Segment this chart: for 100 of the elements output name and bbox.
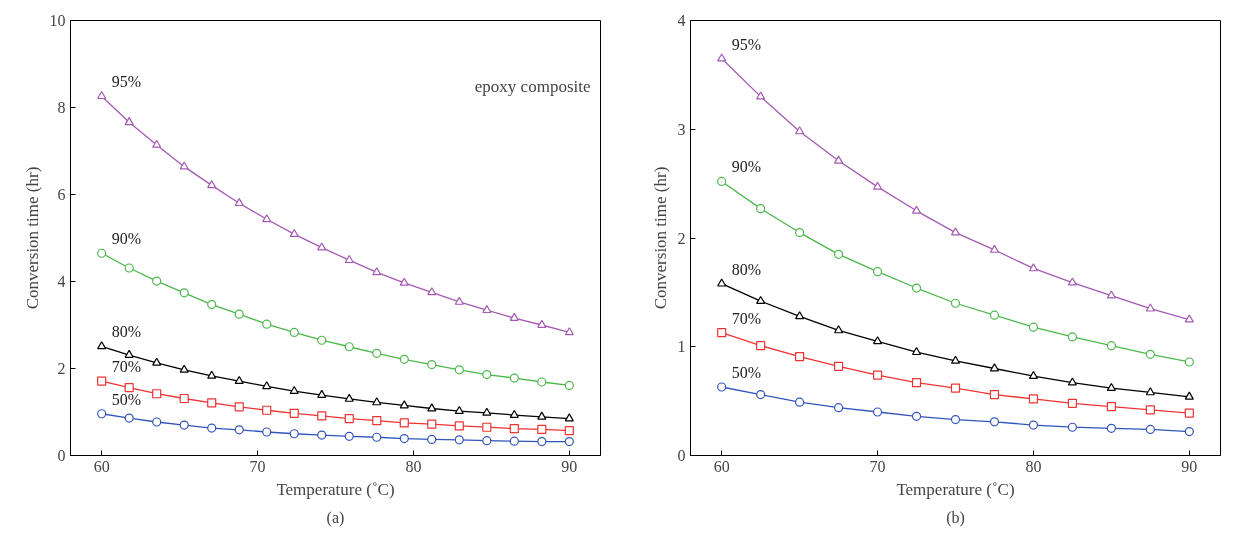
point bbox=[537, 319, 547, 328]
point bbox=[207, 423, 217, 433]
point bbox=[152, 276, 162, 286]
point bbox=[950, 298, 961, 308]
point bbox=[1067, 332, 1078, 342]
x-tick-label: 60 bbox=[93, 457, 110, 475]
point bbox=[317, 389, 327, 398]
point bbox=[1184, 426, 1194, 437]
point bbox=[399, 400, 409, 409]
point bbox=[564, 426, 574, 436]
point bbox=[717, 278, 727, 287]
y-tick-label: 4 bbox=[677, 12, 686, 29]
point bbox=[234, 197, 244, 207]
point bbox=[833, 325, 844, 334]
point bbox=[1106, 382, 1116, 391]
point bbox=[317, 335, 327, 345]
point bbox=[872, 370, 883, 380]
point bbox=[179, 161, 189, 170]
point bbox=[399, 418, 409, 428]
y-axis-title: Conversion time (hr) bbox=[650, 166, 670, 310]
series-label: 80% bbox=[731, 260, 761, 278]
point bbox=[372, 348, 382, 358]
point bbox=[756, 390, 766, 400]
point bbox=[372, 267, 382, 276]
x-tick-label: 90 bbox=[561, 457, 578, 475]
point bbox=[833, 155, 844, 164]
x-tick-label: 70 bbox=[869, 457, 886, 475]
series-label: 70% bbox=[731, 309, 761, 327]
y-tick-label: 3 bbox=[677, 120, 686, 138]
y-tick-label: 10 bbox=[49, 12, 66, 29]
series-label: 90% bbox=[731, 158, 761, 176]
point bbox=[317, 242, 327, 251]
point bbox=[795, 351, 805, 362]
point bbox=[1145, 387, 1155, 396]
point bbox=[950, 383, 961, 393]
y-tick-label: 4 bbox=[57, 273, 66, 290]
point bbox=[454, 405, 464, 415]
point bbox=[344, 254, 354, 264]
point bbox=[372, 416, 382, 426]
point bbox=[234, 402, 244, 412]
x-tick-label: 80 bbox=[405, 457, 422, 475]
point bbox=[97, 409, 107, 419]
point bbox=[1145, 303, 1155, 312]
point bbox=[795, 397, 805, 407]
point bbox=[717, 176, 727, 187]
x-tick-label: 90 bbox=[1181, 457, 1198, 475]
point bbox=[97, 248, 107, 258]
point bbox=[795, 126, 805, 135]
series-label: 50% bbox=[111, 390, 141, 408]
point bbox=[262, 214, 272, 223]
y-tick-label: 1 bbox=[677, 338, 686, 356]
point bbox=[482, 304, 492, 314]
point bbox=[1145, 405, 1155, 415]
point bbox=[482, 436, 492, 446]
point bbox=[1106, 401, 1116, 412]
point bbox=[427, 403, 437, 412]
point bbox=[454, 365, 464, 375]
point bbox=[289, 228, 299, 237]
point bbox=[427, 287, 437, 296]
series-label: 95% bbox=[731, 35, 761, 53]
point bbox=[564, 413, 574, 422]
point bbox=[537, 436, 547, 447]
point bbox=[1067, 277, 1078, 286]
point bbox=[344, 413, 354, 424]
series-label: 95% bbox=[111, 73, 141, 91]
point bbox=[756, 91, 766, 100]
series-label: 50% bbox=[731, 363, 761, 381]
point bbox=[795, 311, 805, 320]
point bbox=[989, 363, 1000, 372]
point bbox=[756, 341, 766, 351]
point bbox=[911, 378, 922, 388]
point bbox=[717, 328, 727, 338]
point bbox=[1184, 314, 1194, 323]
point bbox=[289, 385, 299, 395]
point bbox=[289, 327, 299, 337]
point bbox=[344, 431, 354, 441]
point bbox=[179, 288, 189, 298]
x-axis-title: Temperature (˚C) bbox=[276, 479, 395, 499]
point bbox=[537, 377, 547, 387]
point bbox=[1028, 263, 1039, 272]
point bbox=[717, 382, 727, 392]
point bbox=[833, 403, 844, 413]
point bbox=[317, 430, 327, 440]
point bbox=[399, 277, 409, 286]
point bbox=[833, 249, 844, 259]
point bbox=[289, 408, 299, 418]
point bbox=[717, 53, 727, 62]
point bbox=[454, 435, 464, 445]
point bbox=[427, 359, 437, 370]
point bbox=[262, 381, 272, 390]
point bbox=[989, 310, 1000, 320]
point bbox=[234, 425, 244, 435]
point bbox=[509, 436, 519, 446]
point bbox=[509, 373, 519, 383]
point bbox=[833, 361, 844, 371]
point bbox=[152, 417, 162, 427]
point bbox=[372, 432, 382, 442]
point bbox=[911, 411, 922, 421]
point bbox=[152, 389, 162, 399]
x-tick-label: 80 bbox=[1025, 457, 1042, 475]
